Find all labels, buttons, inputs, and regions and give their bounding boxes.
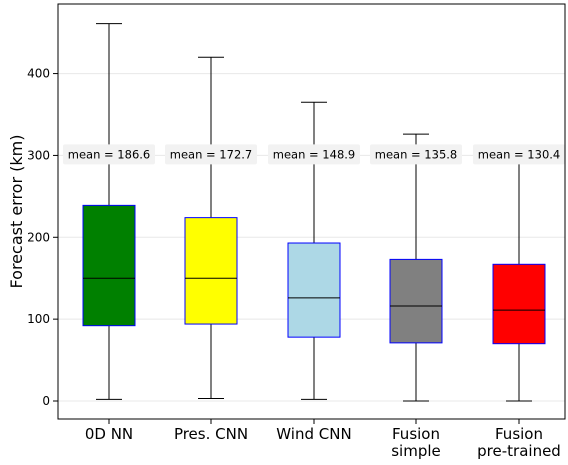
box-body-2 [287, 242, 341, 338]
mean-annotation-1: mean = 172.7 [170, 147, 252, 161]
box-body-3 [389, 258, 443, 344]
annotation-layer: mean = 186.6 mean = 172.7 mean = 148.9 mean… [63, 144, 565, 165]
x-tick-label-2-0: Wind CNN [276, 425, 351, 443]
x-tick-label-1-0: Pres. CNN [174, 425, 248, 443]
y-tick-label-0: 0 [42, 394, 50, 408]
y-tick-label-4: 400 [27, 67, 50, 81]
y-axis-label: Forecast error (km) [7, 135, 26, 289]
x-tick-label-4-0: Fusion [495, 425, 543, 443]
mean-annotation-2: mean = 148.9 [273, 147, 355, 161]
mean-annotation-4: mean = 130.4 [478, 147, 560, 161]
y-tick-label-3: 300 [27, 148, 50, 162]
x-tick-label-3-0: Fusion [392, 425, 440, 443]
axis-layer: 0 100 200 300 400 0D NN Pres. CNN Wind CNN Fusio… [27, 67, 561, 460]
mean-annotation-bg-1 [165, 144, 257, 165]
mean-annotation-3: mean = 135.8 [375, 147, 457, 161]
x-tick-label-0-0: 0D NN [85, 425, 133, 443]
mean-annotation-0: mean = 186.6 [68, 147, 150, 161]
box-layer [82, 23, 546, 402]
box-body-1 [184, 217, 238, 325]
y-tick-label-2: 200 [27, 230, 50, 244]
x-tick-label-3-1: simple [391, 442, 441, 460]
mean-annotation-bg-0 [63, 144, 155, 165]
mean-annotation-bg-2 [268, 144, 360, 165]
plot-frame [57, 3, 566, 420]
x-tick-label-4-1: pre-trained [477, 442, 561, 460]
mean-annotation-bg-3 [370, 144, 462, 165]
mean-annotation-bg-4 [473, 144, 565, 165]
y-tick-label-1: 100 [27, 312, 50, 326]
box-body-0 [82, 204, 136, 327]
box-body-4 [492, 263, 546, 345]
